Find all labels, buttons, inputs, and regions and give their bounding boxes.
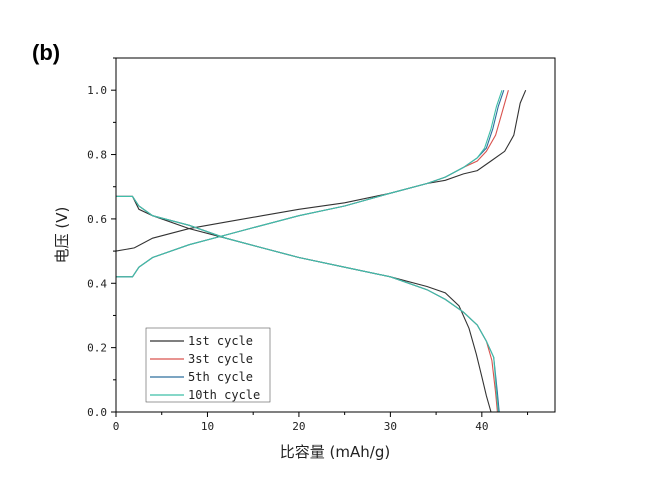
y-axis-title: 电压 (V) [53,207,71,264]
y-tick-label: 1.0 [87,84,107,97]
legend-box [145,327,271,403]
series-line-4-discharge [116,195,499,413]
panel-label: (b) [32,40,60,65]
legend-label-2: 3st cycle [188,352,253,366]
x-tick-label: 0 [113,420,120,433]
legend-label-4: 10th cycle [188,388,260,402]
y-tick-label: 0.4 [87,277,107,290]
x-tick-label: 30 [384,420,397,433]
legend-label-1: 1st cycle [188,334,253,348]
y-tick-label: 0.2 [87,342,107,355]
plot-frame [115,57,556,413]
series-line-2-charge [116,90,509,278]
x-axis-title: 比容量 (mAh/g) [280,443,390,461]
series-layer [115,89,527,413]
y-tick-label: 0.0 [87,406,107,419]
y-axis: 0.0 0.2 0.4 0.6 0.8 1.0 [87,57,116,419]
y-tick-label: 0.6 [87,213,107,226]
legend-label-3: 5th cycle [188,370,253,384]
series-line-3-charge [116,90,505,278]
legend: 1st cycle 3st cycle 5th cycle 10th cycle [145,327,271,403]
series-line-1-charge [115,89,527,252]
x-tick-label: 10 [201,420,214,433]
x-tick-label: 20 [292,420,305,433]
y-tick-label: 0.8 [87,149,107,162]
x-axis: 0 10 20 30 40 [113,412,529,433]
x-tick-label: 40 [475,420,488,433]
series-line-4-charge [116,90,503,278]
